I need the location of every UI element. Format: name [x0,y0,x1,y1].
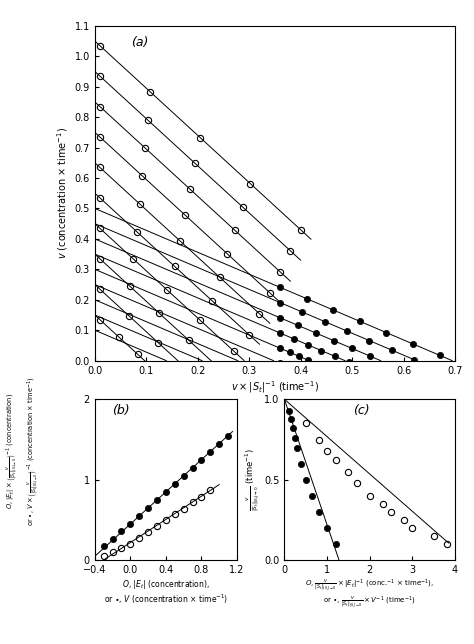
Text: (a): (a) [131,36,148,49]
X-axis label: $O$, $|E_t|$ (concentration),
or $\bullet$, $V$ (concentration $\times$ time$^{-: $O$, $|E_t|$ (concentration), or $\bulle… [104,578,228,607]
Text: $O$, $|E_t| \times \left(\frac{v}{|S_t|_{|S_t|\to 0}}\right)^{-1}$ (concentratio: $O$, $|E_t| \times \left(\frac{v}{|S_t|_… [5,393,20,509]
Text: (b): (b) [112,404,129,417]
Y-axis label: $\frac{v}{|S_t|_{|S_t|\to 0}}$ (time$^{-1}$): $\frac{v}{|S_t|_{|S_t|\to 0}}$ (time$^{-… [244,448,261,511]
X-axis label: $v \times |S_t|^{-1}$ (time$^{-1}$): $v \times |S_t|^{-1}$ (time$^{-1}$) [231,380,319,395]
Y-axis label: $v$ (concentration $\times$ time$^{-1}$): $v$ (concentration $\times$ time$^{-1}$) [55,128,71,259]
Text: (c): (c) [353,404,369,417]
X-axis label: $O$, $\frac{v}{|S_t|_{|S_t|\to 0}} \times |E_t|^{-1}$ (conc.$^{-1}$ $\times$ tim: $O$, $\frac{v}{|S_t|_{|S_t|\to 0}} \time… [305,578,434,610]
Text: or $\bullet$, $V \times \left(\frac{v}{|S_t|_{|S_t|\to 0}}\right)^{-1}$ (concent: or $\bullet$, $V \times \left(\frac{v}{|… [26,376,41,526]
